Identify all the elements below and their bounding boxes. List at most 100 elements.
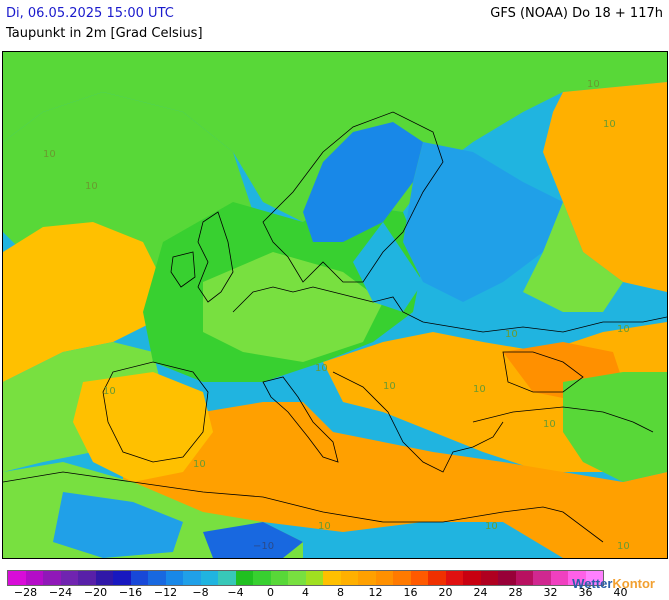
legend-swatch bbox=[253, 571, 271, 585]
field-orange-iberia bbox=[73, 372, 213, 482]
field-green-volga bbox=[523, 202, 623, 312]
contour-label: −10 bbox=[253, 541, 274, 552]
field-cyan-sahara bbox=[53, 492, 183, 558]
legend-swatch bbox=[8, 571, 26, 585]
legend-swatch bbox=[95, 571, 113, 585]
legend-swatch bbox=[288, 571, 306, 585]
contour-label: 10 bbox=[193, 459, 206, 470]
model-run-label: GFS (NOAA) Do 18 + 117h bbox=[490, 6, 663, 21]
legend-swatch bbox=[235, 571, 253, 585]
field-cyan-finland bbox=[353, 222, 423, 312]
legend-tick-label: 24 bbox=[473, 586, 488, 599]
legend-tick-label: 4 bbox=[302, 586, 309, 599]
coast-north-africa bbox=[3, 471, 604, 543]
legend-swatch bbox=[113, 571, 131, 585]
legend-tick-label: 16 bbox=[403, 586, 418, 599]
legend-tick-label: 40 bbox=[613, 586, 628, 599]
legend-swatch bbox=[148, 571, 166, 585]
legend-swatch bbox=[358, 571, 376, 585]
legend-swatch bbox=[445, 571, 463, 585]
legend-swatch bbox=[78, 571, 96, 585]
coast-black-sea bbox=[502, 351, 584, 393]
legend-swatch bbox=[533, 571, 551, 585]
legend-swatch bbox=[515, 571, 533, 585]
legend-swatch bbox=[165, 571, 183, 585]
color-scale-legend bbox=[7, 570, 604, 586]
legend-swatch bbox=[200, 571, 218, 585]
coast-ireland bbox=[170, 251, 196, 288]
contour-label: 10 bbox=[473, 384, 486, 395]
coastlines bbox=[3, 111, 667, 543]
legend-swatch bbox=[130, 571, 148, 585]
contour-label: 10 bbox=[43, 149, 56, 160]
field-lightgreen-europe bbox=[203, 252, 383, 362]
coast-italy bbox=[262, 376, 339, 463]
legend-tick-label: −12 bbox=[153, 586, 178, 599]
field-blue-scandinavia bbox=[303, 122, 423, 242]
field-orange-mediterranean bbox=[123, 402, 667, 558]
field-orange-atlantic bbox=[3, 222, 163, 382]
coast-scandinavia bbox=[262, 111, 444, 283]
dewpoint-map[interactable]: 10 10 10 10 10 10 10 10 10 10 10 10 10 1… bbox=[2, 51, 668, 559]
contour-label: 10 bbox=[543, 419, 556, 430]
legend-swatch bbox=[375, 571, 393, 585]
coast-balkans bbox=[332, 371, 504, 473]
contour-label: 10 bbox=[505, 329, 518, 340]
legend-tick-label: −8 bbox=[192, 586, 209, 599]
field-orange-northeast bbox=[543, 82, 667, 292]
legend-tick-label: 8 bbox=[337, 586, 344, 599]
legend-tick-label: 32 bbox=[543, 586, 558, 599]
legend-swatch bbox=[270, 571, 288, 585]
legend-swatch bbox=[25, 571, 43, 585]
legend-swatch bbox=[585, 571, 603, 585]
forecast-datetime: Di, 06.05.2025 15:00 UTC bbox=[6, 6, 174, 21]
legend-swatch bbox=[60, 571, 78, 585]
field-cyan-north bbox=[403, 142, 563, 302]
contour-label: 10 bbox=[617, 541, 630, 552]
brand-name-main: Wetter bbox=[572, 576, 613, 591]
legend-tick-label: −20 bbox=[83, 586, 108, 599]
legend-tick-label: 28 bbox=[508, 586, 523, 599]
legend-swatch bbox=[498, 571, 516, 585]
coast-iberia bbox=[102, 361, 209, 463]
color-scale-ticks: −28 −24 −20 −16 −12 −8 −4 0 4 8 12 16 20 24 28 32 36 40 bbox=[0, 586, 628, 600]
legend-tick-label: 12 bbox=[368, 586, 383, 599]
legend-swatch bbox=[393, 571, 411, 585]
legend-tick-label: 36 bbox=[578, 586, 593, 599]
contour-label: 10 bbox=[315, 363, 328, 374]
legend-swatch bbox=[410, 571, 428, 585]
legend-swatch bbox=[323, 571, 341, 585]
contour-label: 10 bbox=[587, 79, 600, 90]
legend-tick-label: −16 bbox=[118, 586, 143, 599]
field-blue-sahara bbox=[203, 522, 303, 558]
legend-tick-label: −4 bbox=[227, 586, 244, 599]
coast-britain bbox=[197, 211, 234, 303]
coast-continent bbox=[232, 286, 667, 333]
legend-swatch bbox=[463, 571, 481, 585]
contour-label: 10 bbox=[485, 521, 498, 532]
legend-swatch bbox=[568, 571, 586, 585]
legend-swatch bbox=[305, 571, 323, 585]
field-green-north bbox=[3, 52, 667, 222]
legend-tick-label: −24 bbox=[48, 586, 73, 599]
legend-swatch bbox=[428, 571, 446, 585]
legend-swatch bbox=[183, 571, 201, 585]
legend-tick-label: 20 bbox=[438, 586, 453, 599]
contour-label: 10 bbox=[383, 381, 396, 392]
field-green-middle-east bbox=[563, 372, 667, 482]
contour-label: 10 bbox=[318, 521, 331, 532]
legend-tick-label: −28 bbox=[13, 586, 38, 599]
contour-label-group: 10 10 10 10 10 10 10 10 10 10 10 10 10 1… bbox=[43, 79, 630, 552]
legend-swatch bbox=[43, 571, 61, 585]
legend-tick-label: 0 bbox=[267, 586, 274, 599]
contour-label: 10 bbox=[85, 181, 98, 192]
brand-logo: WetterKontor bbox=[572, 576, 655, 591]
contour-label: 10 bbox=[103, 386, 116, 397]
legend-swatch bbox=[218, 571, 236, 585]
legend-swatch bbox=[340, 571, 358, 585]
contour-label: 10 bbox=[617, 324, 630, 335]
legend-swatch bbox=[480, 571, 498, 585]
brand-name-accent: Kontor bbox=[612, 576, 655, 591]
contour-label: 10 bbox=[603, 119, 616, 130]
legend-swatch bbox=[550, 571, 568, 585]
